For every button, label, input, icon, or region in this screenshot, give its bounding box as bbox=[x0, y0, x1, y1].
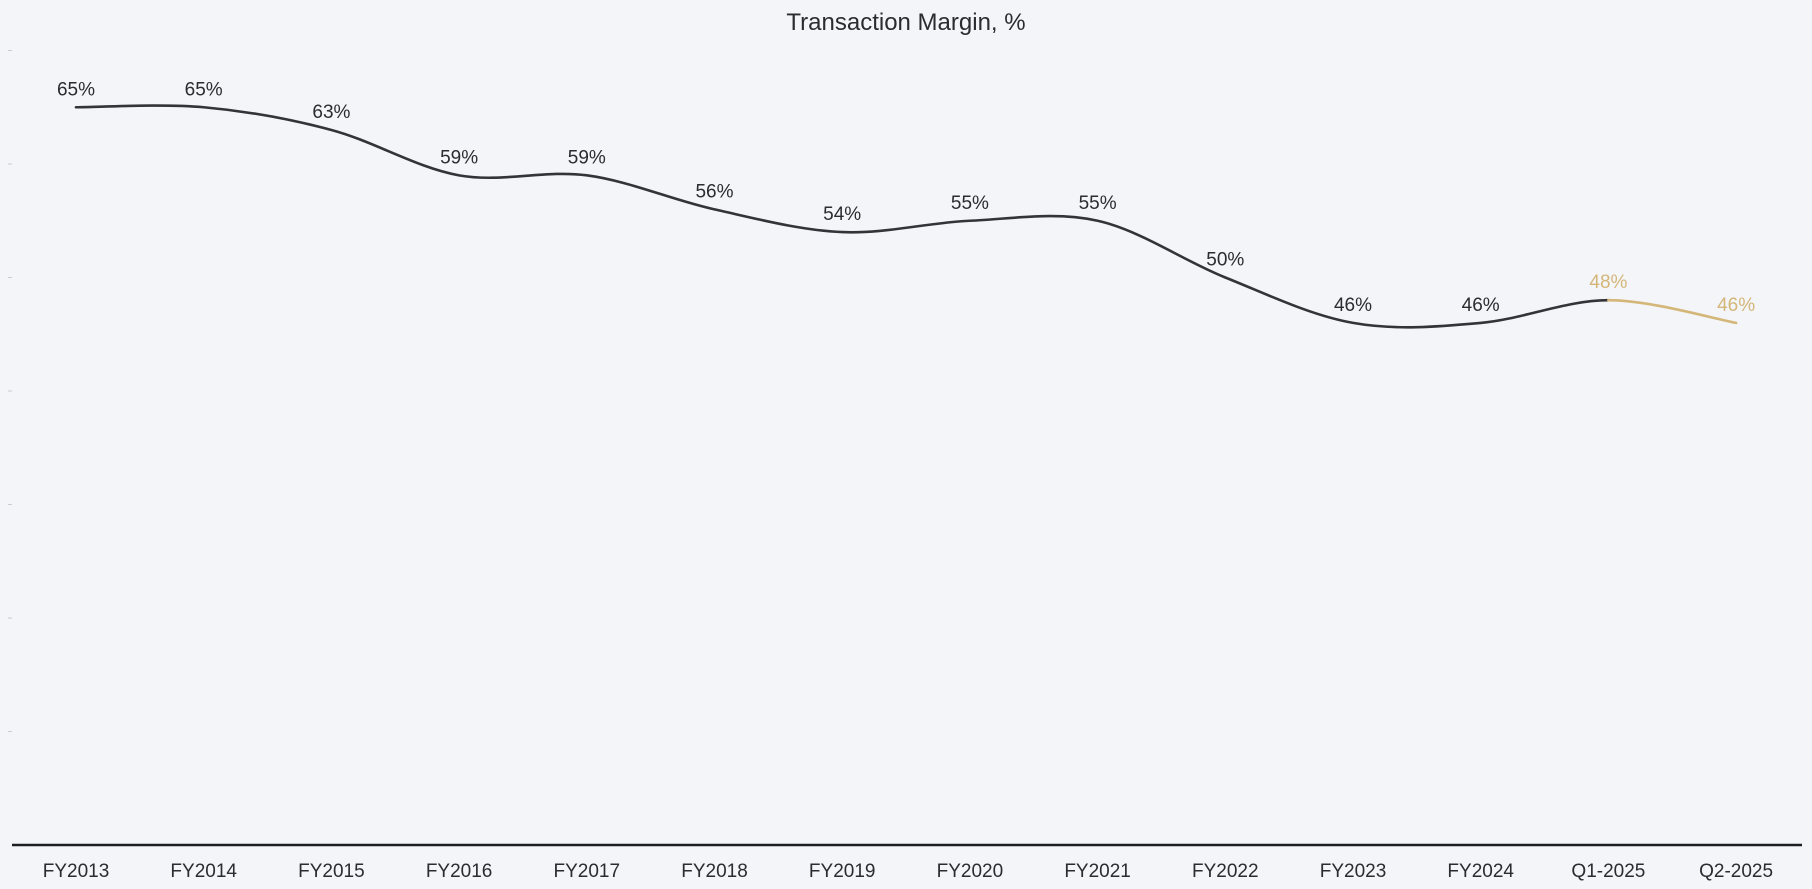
data-label: 63% bbox=[312, 102, 350, 123]
data-label: 46% bbox=[1334, 295, 1372, 316]
data-label: 55% bbox=[951, 193, 989, 214]
data-label: 55% bbox=[1079, 193, 1117, 214]
data-label: 50% bbox=[1206, 250, 1244, 271]
x-tick-label: FY2016 bbox=[426, 861, 493, 882]
x-tick-label: Q2-2025 bbox=[1699, 861, 1773, 882]
data-labels: 65% 65% 63% 59% 59% 56% 54% 55% 55% 50% 46% 46% 48% 4… bbox=[57, 79, 1755, 316]
y-axis-ticks bbox=[8, 50, 12, 732]
x-tick-label: FY2023 bbox=[1320, 861, 1387, 882]
data-label: 46% bbox=[1462, 295, 1500, 316]
x-tick-label: FY2021 bbox=[1064, 861, 1131, 882]
x-tick-labels: FY2013 FY2014 FY2015 FY2016 FY2017 FY2018 FY20… bbox=[43, 861, 1773, 882]
data-label: 56% bbox=[695, 181, 733, 202]
x-tick-label: FY2017 bbox=[554, 861, 621, 882]
data-label: 59% bbox=[568, 147, 606, 168]
x-tick-label: FY2015 bbox=[298, 861, 365, 882]
series-line-quarterly bbox=[1607, 298, 1738, 325]
data-label: 48% bbox=[1589, 272, 1627, 293]
x-tick-label: FY2018 bbox=[681, 861, 748, 882]
x-tick-label: FY2019 bbox=[809, 861, 876, 882]
x-tick-label: FY2014 bbox=[170, 861, 237, 882]
chart-title: Transaction Margin, % bbox=[786, 9, 1025, 36]
data-label: 54% bbox=[823, 204, 861, 225]
x-tick-label: Q1-2025 bbox=[1571, 861, 1645, 882]
data-label: 65% bbox=[57, 79, 95, 100]
data-label: 59% bbox=[440, 147, 478, 168]
data-label: 46% bbox=[1717, 295, 1755, 316]
x-tick-label: FY2024 bbox=[1447, 861, 1514, 882]
series-line-actual bbox=[74, 104, 1610, 329]
x-tick-label: FY2022 bbox=[1192, 861, 1259, 882]
x-tick-label: FY2020 bbox=[937, 861, 1004, 882]
series-lines bbox=[74, 104, 1738, 329]
x-tick-label: FY2013 bbox=[43, 861, 110, 882]
data-label: 65% bbox=[185, 79, 223, 100]
